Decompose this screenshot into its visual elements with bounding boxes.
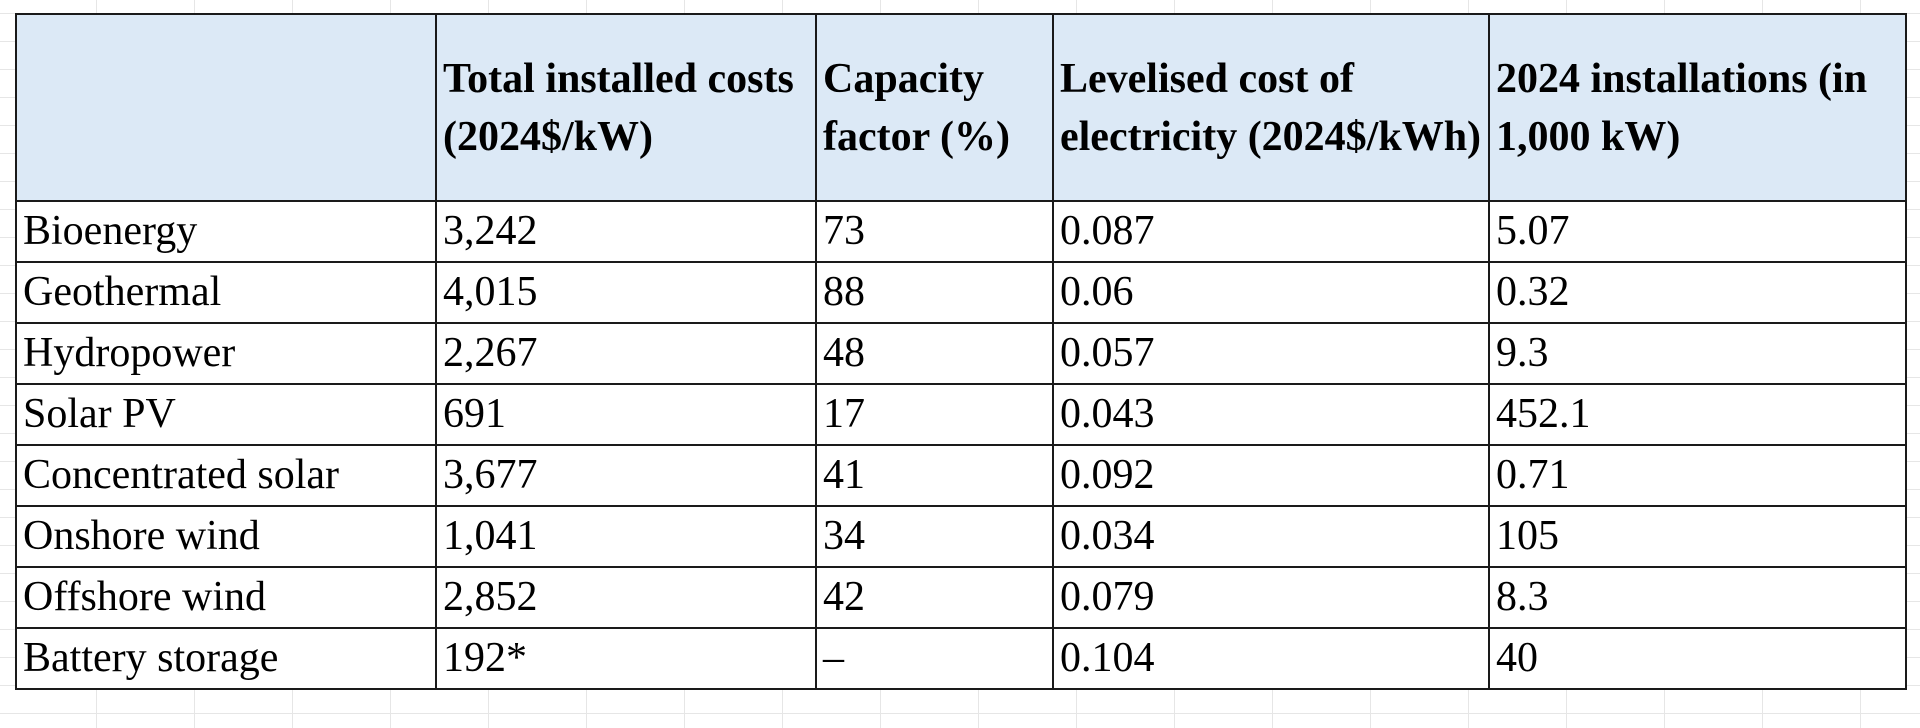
capacity-factor-cell[interactable]: 88 [815, 261, 1054, 324]
installations-cell[interactable]: 9.3 [1488, 322, 1907, 385]
installed-cost-cell[interactable]: 192* [435, 627, 817, 690]
table-row: Solar PV 691 17 0.043 452.1 [15, 383, 1907, 446]
table-row: Offshore wind 2,852 42 0.079 8.3 [15, 566, 1907, 629]
installed-cost-cell[interactable]: 1,041 [435, 505, 817, 568]
header-cell-lcoe[interactable]: Levelised cost of electricity (2024$/kWh… [1052, 13, 1490, 202]
installed-cost-cell[interactable]: 2,267 [435, 322, 817, 385]
installations-cell[interactable]: 40 [1488, 627, 1907, 690]
header-cell-technology[interactable] [15, 13, 437, 202]
technology-cell[interactable]: Geothermal [15, 261, 437, 324]
technology-cell[interactable]: Solar PV [15, 383, 437, 446]
renewable-energy-table: Total installed costs (2024$/kW) Capacit… [15, 13, 1907, 690]
installed-cost-cell[interactable]: 4,015 [435, 261, 817, 324]
capacity-factor-cell[interactable]: – [815, 627, 1054, 690]
header-cell-capacity-factor[interactable]: Capacity factor (%) [815, 13, 1054, 202]
installations-cell[interactable]: 8.3 [1488, 566, 1907, 629]
installations-cell[interactable]: 452.1 [1488, 383, 1907, 446]
installed-cost-cell[interactable]: 2,852 [435, 566, 817, 629]
table-row: Geothermal 4,015 88 0.06 0.32 [15, 261, 1907, 324]
installed-cost-cell[interactable]: 3,677 [435, 444, 817, 507]
capacity-factor-cell[interactable]: 73 [815, 200, 1054, 263]
capacity-factor-cell[interactable]: 48 [815, 322, 1054, 385]
technology-cell[interactable]: Hydropower [15, 322, 437, 385]
lcoe-cell[interactable]: 0.057 [1052, 322, 1490, 385]
capacity-factor-cell[interactable]: 17 [815, 383, 1054, 446]
header-cell-installations[interactable]: 2024 installations (in 1,000 kW) [1488, 13, 1907, 202]
lcoe-cell[interactable]: 0.092 [1052, 444, 1490, 507]
table-row: Hydropower 2,267 48 0.057 9.3 [15, 322, 1907, 385]
capacity-factor-cell[interactable]: 41 [815, 444, 1054, 507]
capacity-factor-cell[interactable]: 42 [815, 566, 1054, 629]
technology-cell[interactable]: Onshore wind [15, 505, 437, 568]
installed-cost-cell[interactable]: 3,242 [435, 200, 817, 263]
installations-cell[interactable]: 105 [1488, 505, 1907, 568]
lcoe-cell[interactable]: 0.06 [1052, 261, 1490, 324]
table-row: Bioenergy 3,242 73 0.087 5.07 [15, 200, 1907, 263]
lcoe-cell[interactable]: 0.104 [1052, 627, 1490, 690]
table-row: Onshore wind 1,041 34 0.034 105 [15, 505, 1907, 568]
installations-cell[interactable]: 5.07 [1488, 200, 1907, 263]
installations-cell[interactable]: 0.32 [1488, 261, 1907, 324]
technology-cell[interactable]: Battery storage [15, 627, 437, 690]
table-row: Concentrated solar 3,677 41 0.092 0.71 [15, 444, 1907, 507]
header-cell-installed-costs[interactable]: Total installed costs (2024$/kW) [435, 13, 817, 202]
installations-cell[interactable]: 0.71 [1488, 444, 1907, 507]
lcoe-cell[interactable]: 0.043 [1052, 383, 1490, 446]
lcoe-cell[interactable]: 0.034 [1052, 505, 1490, 568]
lcoe-cell[interactable]: 0.079 [1052, 566, 1490, 629]
installed-cost-cell[interactable]: 691 [435, 383, 817, 446]
header-row: Total installed costs (2024$/kW) Capacit… [15, 13, 1907, 202]
table-row: Battery storage 192* – 0.104 40 [15, 627, 1907, 690]
technology-cell[interactable]: Bioenergy [15, 200, 437, 263]
capacity-factor-cell[interactable]: 34 [815, 505, 1054, 568]
technology-cell[interactable]: Offshore wind [15, 566, 437, 629]
lcoe-cell[interactable]: 0.087 [1052, 200, 1490, 263]
technology-cell[interactable]: Concentrated solar [15, 444, 437, 507]
